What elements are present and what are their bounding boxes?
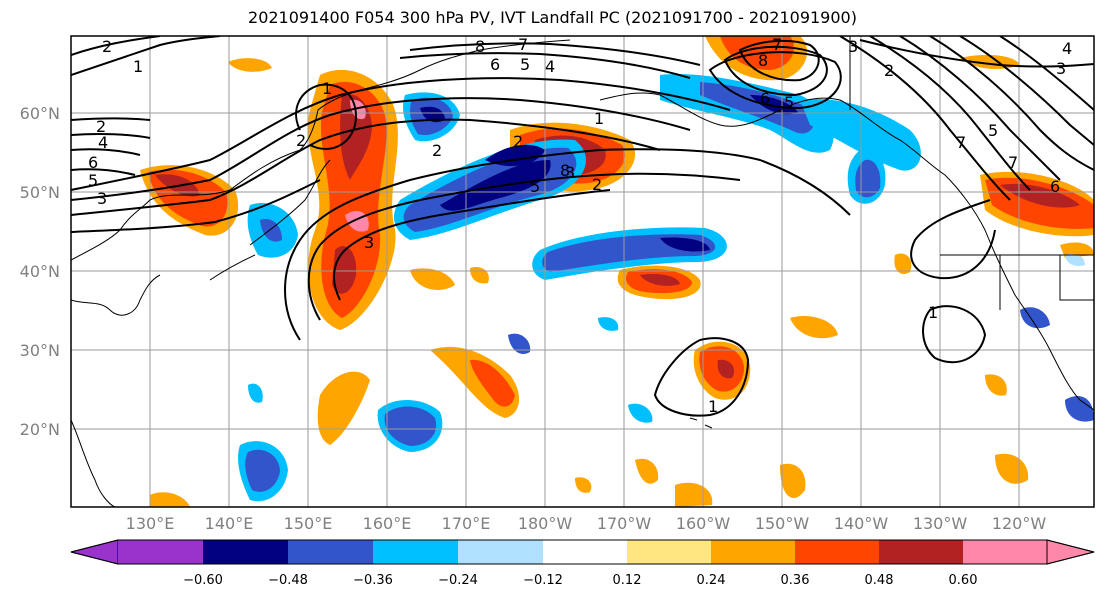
contour-label: 6 xyxy=(1050,177,1060,196)
lon-label: 170°E xyxy=(441,514,491,533)
colorbar-tick-label: 0.60 xyxy=(948,573,978,588)
colorbar-tick-label: 0.36 xyxy=(780,573,810,588)
lon-label: 160°E xyxy=(362,514,412,533)
lat-label: 40°N xyxy=(19,262,60,281)
colorbar-segment xyxy=(711,540,795,564)
contour-label: 3 xyxy=(1056,59,1066,78)
contour-label: 2 xyxy=(102,37,112,56)
lon-label: 150°W xyxy=(754,514,810,533)
colorbar-segment xyxy=(118,540,203,564)
contour-label: 2 xyxy=(884,61,894,80)
colorbar-segment xyxy=(879,540,963,564)
contour-label: 1 xyxy=(594,109,604,128)
coastlines xyxy=(71,36,1094,507)
colorbar-min-extend xyxy=(70,539,119,565)
lon-label: 120°W xyxy=(991,514,1047,533)
lon-label: 140°E xyxy=(204,514,254,533)
contour-label: 1 xyxy=(133,57,143,76)
contour-label: 6 xyxy=(88,153,98,172)
map-title: 2021091400 F054 300 hPa PV, IVT Landfall… xyxy=(248,8,857,27)
contour-label: 2 xyxy=(296,131,306,150)
contour-label: 5 xyxy=(520,55,530,74)
lon-label: 180°W xyxy=(517,514,573,533)
contour-label: 2 xyxy=(513,132,523,151)
contour-label: 7 xyxy=(518,35,528,54)
colorbar-tick-label: 0.48 xyxy=(864,573,894,588)
contour-label: 2 xyxy=(96,117,106,136)
contour-label: 1 xyxy=(708,397,718,416)
colorbar-segment xyxy=(203,540,288,564)
colorbar-segment xyxy=(458,540,543,564)
contour-label: 3 xyxy=(364,233,374,252)
colorbar-tick-label: −0.12 xyxy=(523,573,563,588)
map-border xyxy=(70,35,1095,508)
contour-label: 4 xyxy=(545,57,555,76)
contour-label: 3 xyxy=(565,163,575,182)
contour-label-group: 2 1 8 7 6 5 4 2 1 2 4 6 5 3 3 2 2 3 5 8 … xyxy=(88,35,1072,416)
contour-label: 4 xyxy=(1062,39,1072,58)
contour-label: 5 xyxy=(88,171,98,190)
contour-label: 8 xyxy=(758,51,768,70)
colorbar-segment xyxy=(795,540,879,564)
contour-label: 2 xyxy=(592,175,602,194)
contour-label: 8 xyxy=(475,37,485,56)
contour-label: 7 xyxy=(1008,153,1018,172)
lon-label: 130°W xyxy=(912,514,968,533)
colorbar-segment xyxy=(543,540,627,564)
contour-label: 6 xyxy=(760,89,770,108)
contour-label: 8 xyxy=(560,161,570,180)
colorbar-tick-label: 0.12 xyxy=(612,573,642,588)
contour-label: 6 xyxy=(490,55,500,74)
contour-label: 1 xyxy=(322,79,332,98)
contour-label: 2 xyxy=(432,141,442,160)
contour-label: 1 xyxy=(928,303,938,322)
contour-label: 5 xyxy=(988,121,998,140)
lon-label: 160°W xyxy=(675,514,731,533)
contour-label: 7 xyxy=(956,133,966,152)
colorbar-tick-label: −0.60 xyxy=(183,573,223,588)
ivt-contours xyxy=(71,36,1094,417)
lon-label: 150°E xyxy=(283,514,333,533)
lon-label: 130°E xyxy=(125,514,175,533)
colorbar-segment xyxy=(288,540,373,564)
contour-label: 3 xyxy=(848,37,858,56)
contour-label: 4 xyxy=(98,133,108,152)
colorbar-tick-label: −0.36 xyxy=(353,573,393,588)
lat-label: 30°N xyxy=(19,341,60,360)
contour-label: 3 xyxy=(97,189,107,208)
colorbar xyxy=(70,539,1095,565)
colorbar-segment xyxy=(627,540,711,564)
lat-label: 50°N xyxy=(19,183,60,202)
lon-label: 140°W xyxy=(833,514,889,533)
colorbar-max-extend xyxy=(1046,539,1095,565)
contour-label: 7 xyxy=(772,35,782,54)
colorbar-tick-label: −0.48 xyxy=(268,573,308,588)
colorbar-tick-label: −0.24 xyxy=(438,573,478,588)
contour-label: 5 xyxy=(784,93,794,112)
contour-label: 5 xyxy=(530,177,540,196)
lon-label: 170°W xyxy=(596,514,652,533)
colorbar-tick-label: 0.24 xyxy=(696,573,726,588)
lat-label: 60°N xyxy=(19,104,60,123)
colorbar-segment xyxy=(373,540,458,564)
colorbar-segment xyxy=(963,540,1047,564)
lat-label: 20°N xyxy=(19,420,60,439)
